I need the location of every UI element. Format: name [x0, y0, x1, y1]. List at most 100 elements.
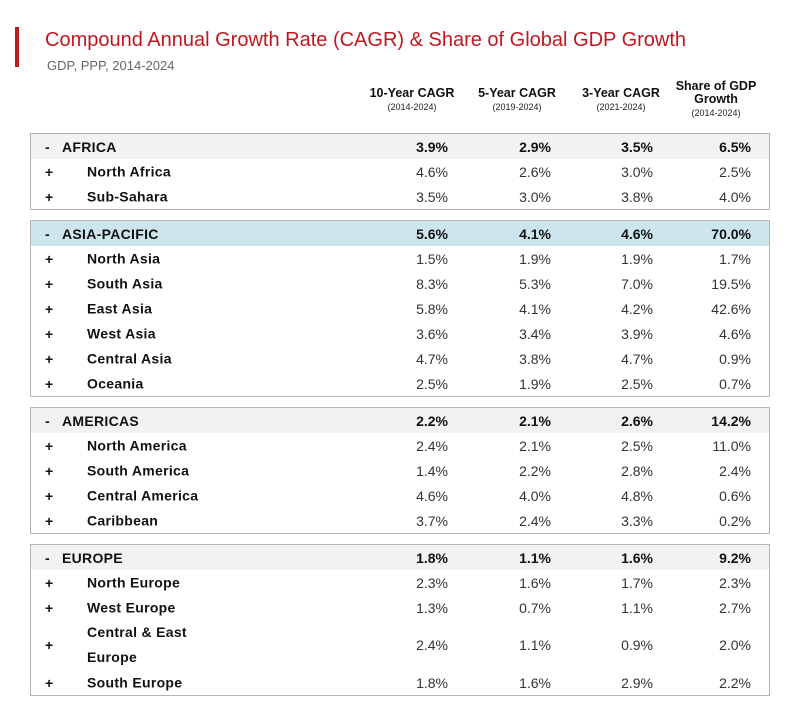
cagr-10yr-value: 2.4% [416, 637, 448, 653]
subregion-row-oceania[interactable]: + Oceania 2.5% 1.9% 2.5% 0.7% [31, 371, 769, 396]
expand-toggle[interactable]: + [45, 462, 54, 479]
expand-toggle[interactable]: + [45, 250, 54, 267]
expand-toggle[interactable]: + [45, 188, 54, 205]
gdp-share-value: 1.7% [719, 250, 751, 267]
expand-toggle[interactable]: + [45, 275, 54, 292]
subregion-row-north-europe[interactable]: + North Europe 2.3% 1.6% 1.7% 2.3% [31, 570, 769, 595]
column-header-period: (2014-2024) [691, 108, 741, 118]
cagr-5yr-value: 3.8% [519, 350, 551, 367]
subregion-row-north-america[interactable]: + North America 2.4% 2.1% 2.5% 11.0% [31, 433, 769, 458]
subregion-row-north-africa[interactable]: + North Africa 4.6% 2.6% 3.0% 2.5% [31, 159, 769, 184]
subregion-name: Oceania [87, 375, 144, 391]
cagr-5yr-value: 2.6% [519, 163, 551, 180]
gdp-share-value: 11.0% [712, 437, 751, 454]
cagr-3yr-value: 3.3% [621, 512, 653, 529]
cagr-10yr-value: 2.4% [416, 437, 448, 454]
cagr-10yr-value: 5.6% [416, 225, 448, 242]
cagr-3yr-value: 2.5% [621, 375, 653, 392]
expand-toggle[interactable]: + [45, 300, 54, 317]
cagr-10yr-value: 5.8% [416, 300, 448, 317]
gdp-share-value: 2.5% [719, 163, 751, 180]
column-header-period: (2019-2024) [492, 102, 542, 112]
cagr-5yr-value: 2.1% [519, 412, 551, 429]
expand-toggle[interactable]: + [45, 163, 54, 180]
subregion-row-east-asia[interactable]: + East Asia 5.8% 4.1% 4.2% 42.6% [31, 296, 769, 321]
cagr-3yr-value: 1.6% [621, 549, 653, 566]
subregion-row-central-asia[interactable]: + Central Asia 4.7% 3.8% 4.7% 0.9% [31, 346, 769, 371]
subregion-row-south-europe[interactable]: + South Europe 1.8% 1.6% 2.9% 2.2% [31, 670, 769, 695]
expand-toggle[interactable]: + [45, 574, 54, 591]
subregion-row-central-and-east-europe[interactable]: + Central & East Europe 2.4% 1.1% 0.9% 2.0% [31, 620, 769, 670]
cagr-10yr-value: 1.3% [416, 599, 448, 616]
cagr-3yr-value: 4.7% [621, 350, 653, 367]
expand-toggle[interactable]: + [45, 637, 54, 653]
gdp-share-value: 4.0% [719, 188, 751, 205]
column-header-period: (2021-2024) [596, 102, 646, 112]
cagr-5yr-value: 4.1% [519, 225, 551, 242]
cagr-10yr-value: 2.2% [416, 412, 448, 429]
gdp-share-value: 2.0% [719, 637, 751, 653]
expand-toggle[interactable]: + [45, 674, 54, 691]
cagr-5yr-value: 4.1% [519, 300, 551, 317]
collapse-toggle[interactable]: - [45, 549, 50, 566]
cagr-5yr-value: 1.1% [519, 549, 551, 566]
region-group-africa: - AFRICA 3.9% 2.9% 3.5% 6.5% + North Africa 4.6%… [30, 133, 770, 210]
cagr-10yr-value: 1.5% [416, 250, 448, 267]
collapse-toggle[interactable]: - [45, 225, 50, 242]
subregion-name: Caribbean [87, 512, 159, 528]
gdp-share-value: 9.2% [719, 549, 751, 566]
subregion-row-north-asia[interactable]: + North Asia 1.5% 1.9% 1.9% 1.7% [31, 246, 769, 271]
cagr-3yr-value: 1.9% [621, 250, 653, 267]
cagr-10yr-value: 8.3% [416, 275, 448, 292]
expand-toggle[interactable]: + [45, 350, 54, 367]
collapse-toggle[interactable]: - [45, 138, 50, 155]
cagr-5yr-value: 1.9% [519, 375, 551, 392]
cagr-3yr-value: 4.6% [621, 225, 653, 242]
region-row-asia-pacific[interactable]: - ASIA-PACIFIC 5.6% 4.1% 4.6% 70.0% [31, 221, 769, 246]
subregion-row-south-america[interactable]: + South America 1.4% 2.2% 2.8% 2.4% [31, 458, 769, 483]
cagr-3yr-value: 2.8% [621, 462, 653, 479]
subregion-row-west-asia[interactable]: + West Asia 3.6% 3.4% 3.9% 4.6% [31, 321, 769, 346]
gdp-share-value: 2.4% [719, 462, 751, 479]
subregion-name: South Asia [87, 275, 163, 291]
region-name: EUROPE [62, 549, 123, 566]
collapse-toggle[interactable]: - [45, 412, 50, 429]
cagr-3yr-value: 3.5% [621, 138, 653, 155]
cagr-10yr-value: 1.8% [416, 549, 448, 566]
region-row-europe[interactable]: - EUROPE 1.8% 1.1% 1.6% 9.2% [31, 545, 769, 570]
subregion-row-central-america[interactable]: + Central America 4.6% 4.0% 4.8% 0.6% [31, 483, 769, 508]
cagr-5yr-value: 1.6% [519, 574, 551, 591]
subregion-name: Sub-Sahara [87, 188, 168, 204]
subregion-name: East Asia [87, 300, 153, 316]
expand-toggle[interactable]: + [45, 325, 54, 342]
cagr-5yr-value: 2.4% [519, 512, 551, 529]
gdp-share-value: 4.6% [719, 325, 751, 342]
cagr-5yr-value: 3.4% [519, 325, 551, 342]
subregion-name: Central & East Europe [87, 624, 187, 665]
column-header-5yr: 5-Year CAGR (2019-2024) [462, 87, 572, 114]
chart-subtitle: GDP, PPP, 2014-2024 [47, 58, 175, 73]
cagr-3yr-value: 1.7% [621, 574, 653, 591]
subregion-name: Central Asia [87, 350, 172, 366]
subregion-row-south-asia[interactable]: + South Asia 8.3% 5.3% 7.0% 19.5% [31, 271, 769, 296]
expand-toggle[interactable]: + [45, 375, 54, 392]
cagr-10yr-value: 1.4% [416, 462, 448, 479]
title-accent-bar [15, 27, 19, 67]
gdp-share-value: 0.7% [719, 375, 751, 392]
cagr-10yr-value: 2.5% [416, 375, 448, 392]
expand-toggle[interactable]: + [45, 512, 54, 529]
subregion-row-sub-sahara[interactable]: + Sub-Sahara 3.5% 3.0% 3.8% 4.0% [31, 184, 769, 209]
region-row-africa[interactable]: - AFRICA 3.9% 2.9% 3.5% 6.5% [31, 134, 769, 159]
subregion-row-caribbean[interactable]: + Caribbean 3.7% 2.4% 3.3% 0.2% [31, 508, 769, 533]
cagr-5yr-value: 1.6% [519, 674, 551, 691]
region-group-americas: - AMERICAS 2.2% 2.1% 2.6% 14.2% + North America… [30, 407, 770, 534]
expand-toggle[interactable]: + [45, 487, 54, 504]
region-row-americas[interactable]: - AMERICAS 2.2% 2.1% 2.6% 14.2% [31, 408, 769, 433]
expand-toggle[interactable]: + [45, 599, 54, 616]
subregion-name: North Europe [87, 574, 181, 590]
subregion-row-west-europe[interactable]: + West Europe 1.3% 0.7% 1.1% 2.7% [31, 595, 769, 620]
expand-toggle[interactable]: + [45, 437, 54, 454]
cagr-3yr-value: 2.5% [621, 437, 653, 454]
chart-title: Compound Annual Growth Rate (CAGR) & Sha… [45, 29, 687, 51]
gdp-share-value: 0.2% [719, 512, 751, 529]
